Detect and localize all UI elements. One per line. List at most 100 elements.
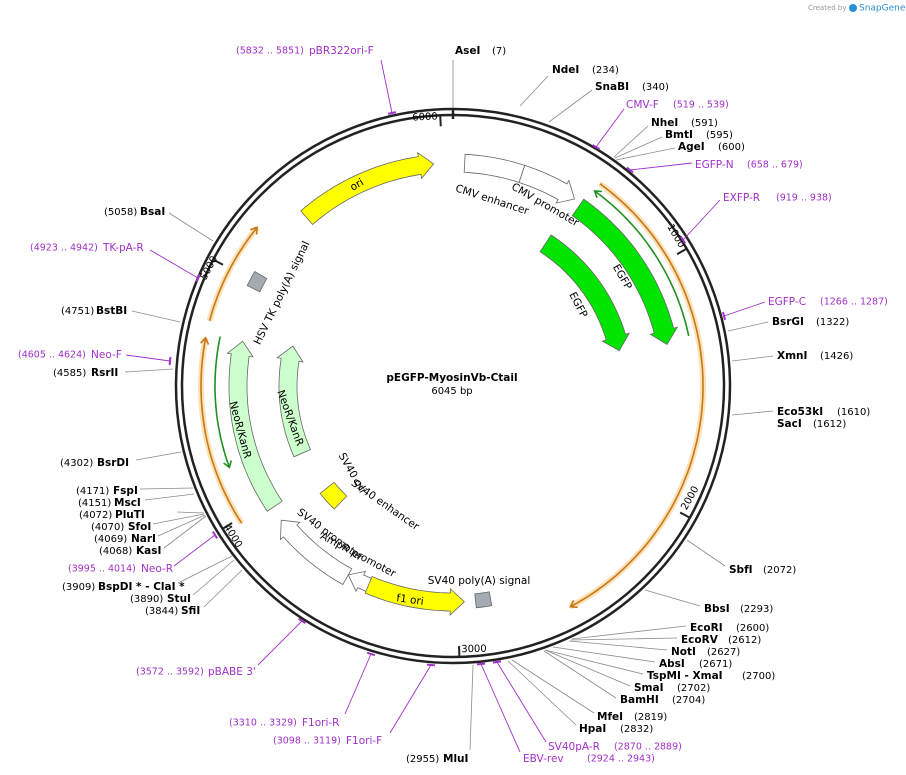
primer-leader <box>149 249 199 279</box>
site-name: SfoI <box>128 521 151 533</box>
feature-label: f1 ori <box>396 592 425 608</box>
site-name: BamHI <box>620 694 659 706</box>
feature-arrow <box>300 151 435 226</box>
site-leader <box>568 640 668 651</box>
site-name: AgeI <box>678 141 705 153</box>
site-name: EcoRV <box>681 634 719 646</box>
site-leader <box>686 539 726 567</box>
feature-line <box>594 190 690 337</box>
site-name: BspDI * - ClaI * <box>98 581 185 593</box>
site-position: (3890) <box>130 594 163 605</box>
site-position: (4751) <box>61 306 94 317</box>
site-position: (1426) <box>820 351 853 362</box>
site-position: (2627) <box>707 647 740 658</box>
primer-leader <box>682 199 721 241</box>
primer-tick <box>168 356 172 366</box>
site-leader <box>615 147 676 161</box>
feature-arrow <box>246 270 268 293</box>
primer-name: EXFP-R <box>723 192 760 204</box>
site-position: (4151) <box>78 498 111 509</box>
feature-head <box>200 336 210 345</box>
site-name: NdeI <box>552 64 579 76</box>
site-position: (1612) <box>813 419 846 430</box>
primer-tick <box>195 273 201 283</box>
site-position: (1322) <box>816 317 849 328</box>
primer-name: EGFP-C <box>768 296 806 308</box>
primer-range: (519 .. 539) <box>673 100 729 111</box>
site-name: PluTI <box>115 509 145 521</box>
site-position: (2700) <box>742 671 775 682</box>
primer-tick <box>387 111 397 115</box>
primer-range: (1266 .. 1287) <box>820 297 888 308</box>
scale-tick <box>676 248 687 256</box>
primer-name: pBR322ori-F <box>309 45 374 57</box>
primer-name: EBV-rev <box>523 753 564 765</box>
site-name: BbsI <box>704 603 730 615</box>
site-name: MscI <box>114 497 141 509</box>
feature-glow <box>568 181 706 610</box>
primer-tick <box>366 651 376 657</box>
feature-arrow <box>571 198 679 345</box>
site-position: (591) <box>691 118 718 129</box>
site-leader <box>157 514 206 537</box>
primer-leader <box>595 108 625 148</box>
site-leader <box>613 125 649 158</box>
site-leader <box>203 569 243 608</box>
primer-name: EGFP-N <box>695 159 734 171</box>
primer-range: (3098 .. 3119) <box>273 736 341 747</box>
primer-leader <box>173 534 216 567</box>
site-name: BsrGI <box>772 316 804 328</box>
site-name: StuI <box>167 593 191 605</box>
site-position: (4070) <box>91 522 124 533</box>
site-leader <box>727 321 769 332</box>
primer-name: Neo-F <box>91 349 122 361</box>
primer-tick <box>476 662 486 666</box>
site-leader <box>507 660 577 726</box>
plasmid-name: pEGFP-MyosinVb-Ctail <box>386 372 517 384</box>
site-position: (2819) <box>634 712 667 723</box>
primer-leader <box>380 59 393 114</box>
site-position: (595) <box>706 130 733 141</box>
site-leader <box>544 649 644 675</box>
site-name: NarI <box>131 533 156 545</box>
site-leader <box>144 493 195 501</box>
primer-range: (919 .. 938) <box>776 193 832 204</box>
feature-arrow <box>226 340 283 512</box>
primer-name: SV40pA-R <box>548 741 600 753</box>
primer-tick <box>592 144 600 150</box>
site-leader <box>731 410 774 416</box>
site-position: (4171) <box>76 486 109 497</box>
feature-head <box>250 226 259 235</box>
site-leader <box>614 136 663 159</box>
site-leader <box>139 487 194 490</box>
site-name: HpaI <box>579 723 606 735</box>
primer-tick <box>212 531 218 539</box>
primer-name: TK-pA-R <box>102 242 144 254</box>
site-name: SacI <box>777 418 802 430</box>
site-position: (2072) <box>763 565 796 576</box>
primer-name: F1ori-R <box>302 717 339 729</box>
site-leader <box>177 555 233 584</box>
feature-head <box>223 460 232 469</box>
site-position: (2671) <box>699 659 732 670</box>
site-leader <box>519 75 549 107</box>
site-position: (1610) <box>837 407 870 418</box>
feature-label: SV40 enhancer <box>349 477 422 533</box>
primer-range: (3572 .. 3592) <box>136 667 204 678</box>
primer-leader <box>257 620 303 666</box>
site-position: (4068) <box>99 546 132 557</box>
site-leader <box>152 513 205 525</box>
feature-arrow <box>364 575 465 616</box>
site-name: SbfI <box>729 564 753 576</box>
site-name: SfiI <box>181 605 200 617</box>
feature-arrow <box>474 591 493 609</box>
site-name: RsrII <box>91 367 118 379</box>
site-position: (2612) <box>728 635 761 646</box>
primer-leader <box>344 653 372 715</box>
primer-leader <box>125 354 171 362</box>
plasmid-length: 6045 bp <box>431 386 472 397</box>
site-position: (3844) <box>145 606 178 617</box>
site-leader <box>511 659 595 714</box>
primer-range: (4923 .. 4942) <box>30 243 98 254</box>
